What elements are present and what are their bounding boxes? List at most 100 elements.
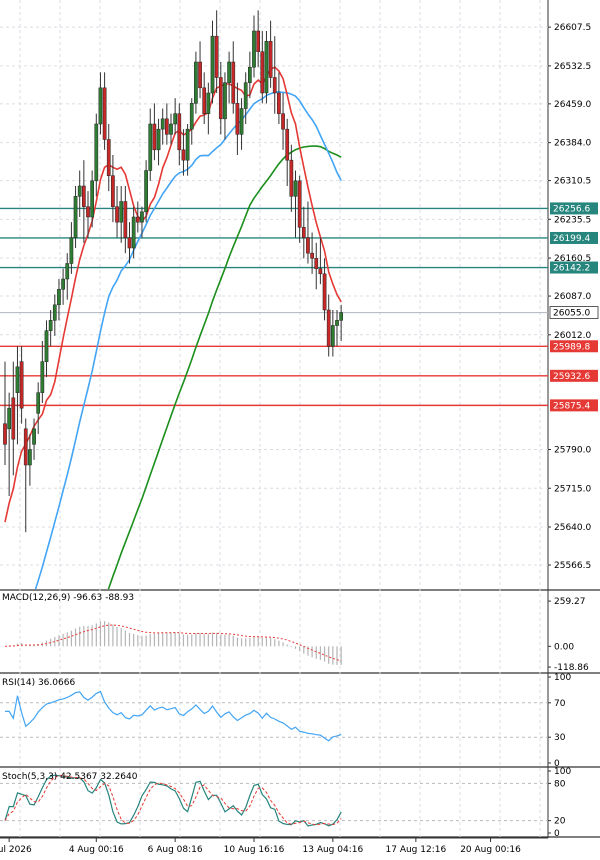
- candle[interactable]: [248, 51, 252, 99]
- candle[interactable]: [127, 222, 132, 264]
- candle[interactable]: [98, 72, 103, 135]
- candle[interactable]: [326, 294, 331, 357]
- indicators: [0, 621, 548, 827]
- candle[interactable]: [73, 186, 78, 248]
- candle[interactable]: [148, 108, 153, 181]
- candle[interactable]: [48, 310, 53, 347]
- candle[interactable]: [260, 31, 265, 104]
- candle[interactable]: [223, 72, 227, 140]
- candle[interactable]: [285, 118, 290, 186]
- candle[interactable]: [239, 98, 244, 150]
- candle-body: [231, 61, 236, 104]
- candle[interactable]: [165, 103, 169, 145]
- candle[interactable]: [256, 10, 260, 68]
- time-tick-label: 4 Aug 00:16: [69, 845, 124, 855]
- candle[interactable]: [23, 418, 28, 533]
- candle[interactable]: [177, 103, 182, 166]
- candle[interactable]: [135, 201, 140, 233]
- candle[interactable]: [90, 170, 95, 228]
- candle[interactable]: [335, 310, 339, 347]
- candle[interactable]: [160, 108, 165, 145]
- candle[interactable]: [102, 72, 107, 150]
- candle[interactable]: [189, 98, 194, 145]
- candle[interactable]: [289, 144, 294, 212]
- candle[interactable]: [252, 15, 256, 78]
- candle[interactable]: [281, 93, 285, 150]
- candle[interactable]: [77, 170, 82, 218]
- candle[interactable]: [297, 175, 302, 243]
- candle[interactable]: [65, 253, 70, 300]
- candle[interactable]: [11, 361, 16, 476]
- indicator-tick-label: 0: [554, 829, 560, 839]
- candle[interactable]: [310, 232, 314, 274]
- candle[interactable]: [52, 294, 57, 336]
- candle-body: [57, 289, 61, 306]
- candle[interactable]: [7, 392, 12, 496]
- candle[interactable]: [3, 361, 7, 465]
- candle[interactable]: [173, 98, 178, 135]
- candle[interactable]: [218, 62, 223, 135]
- candle[interactable]: [306, 201, 310, 264]
- candle[interactable]: [243, 72, 248, 124]
- candle[interactable]: [322, 258, 327, 321]
- candle-body: [289, 159, 294, 197]
- candle[interactable]: [202, 72, 207, 124]
- candle[interactable]: [156, 118, 161, 166]
- candle[interactable]: [214, 10, 219, 93]
- candle[interactable]: [19, 346, 24, 424]
- candle[interactable]: [131, 206, 136, 259]
- candle[interactable]: [144, 160, 148, 223]
- candle[interactable]: [123, 186, 128, 254]
- candle[interactable]: [15, 346, 20, 445]
- candle[interactable]: [264, 31, 269, 104]
- candle[interactable]: [57, 279, 61, 321]
- candle[interactable]: [194, 51, 198, 114]
- candle[interactable]: [140, 206, 144, 238]
- candle[interactable]: [115, 186, 119, 238]
- candle[interactable]: [44, 320, 49, 378]
- price-tick-label: 25640.0: [554, 523, 591, 533]
- candle[interactable]: [94, 113, 99, 197]
- level-badge: [550, 399, 598, 412]
- ma-fast-line: [4, 66, 342, 523]
- candle-body: [98, 87, 103, 125]
- candle[interactable]: [318, 237, 323, 285]
- candle[interactable]: [82, 160, 86, 243]
- candle[interactable]: [111, 155, 115, 223]
- candle[interactable]: [86, 191, 90, 238]
- candle-body: [44, 330, 49, 362]
- candle[interactable]: [272, 36, 277, 114]
- candle[interactable]: [106, 124, 111, 192]
- grid: [0, 0, 600, 839]
- time-tick-label: 6 Aug 08:16: [148, 845, 203, 855]
- candle[interactable]: [268, 20, 273, 88]
- candle[interactable]: [28, 434, 32, 486]
- candles[interactable]: [3, 10, 343, 533]
- candle[interactable]: [198, 41, 202, 99]
- candle[interactable]: [301, 206, 306, 259]
- candle[interactable]: [206, 82, 211, 135]
- candle[interactable]: [231, 41, 236, 114]
- candle[interactable]: [331, 310, 335, 357]
- candle[interactable]: [69, 222, 74, 274]
- candle[interactable]: [169, 113, 173, 145]
- candle[interactable]: [339, 304, 343, 341]
- candle[interactable]: [61, 268, 65, 305]
- price-tick-label: 26087.0: [554, 292, 591, 302]
- candle[interactable]: [277, 72, 281, 124]
- level-badge-label: 26199.4: [553, 234, 590, 244]
- candle[interactable]: [119, 186, 124, 243]
- candle[interactable]: [227, 51, 231, 104]
- candle[interactable]: [210, 20, 215, 104]
- candle[interactable]: [293, 170, 298, 238]
- candle[interactable]: [40, 341, 45, 403]
- candle[interactable]: [181, 129, 186, 176]
- candle[interactable]: [32, 418, 36, 460]
- candle[interactable]: [36, 382, 41, 434]
- candle[interactable]: [314, 242, 319, 290]
- candle[interactable]: [235, 82, 240, 155]
- candle[interactable]: [185, 124, 190, 176]
- current-price-badge: [549, 306, 599, 319]
- candle[interactable]: [152, 103, 157, 161]
